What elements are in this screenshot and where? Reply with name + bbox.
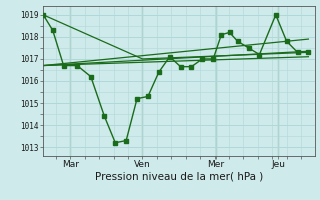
X-axis label: Pression niveau de la mer( hPa ): Pression niveau de la mer( hPa ): [95, 172, 263, 182]
